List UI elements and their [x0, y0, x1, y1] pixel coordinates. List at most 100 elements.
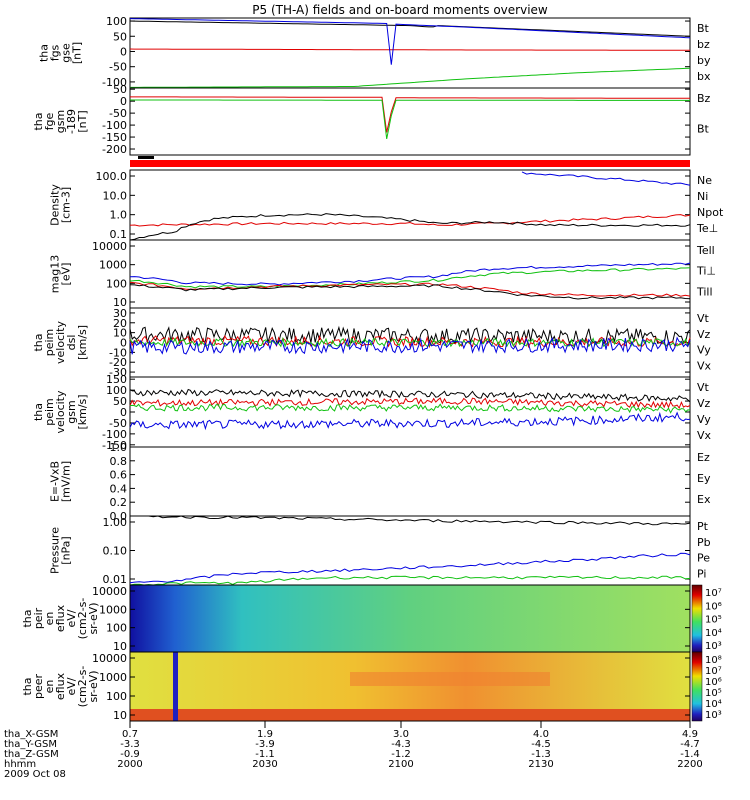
colorbar-tick-label: 10⁶	[705, 677, 722, 688]
series-line-Ne	[129, 214, 691, 227]
legend-entry: Ni	[697, 190, 708, 203]
y-tick-label: -20	[109, 356, 127, 369]
y-tick-label: -100	[102, 428, 127, 441]
series-line-Tell	[129, 284, 691, 300]
y-tick-label: -50	[109, 107, 127, 120]
y-tick-label: 0.6	[110, 469, 128, 482]
y-axis-label: E=-VxB[mV/m]	[49, 461, 73, 502]
x-row-label: 2009 Oct 08	[4, 769, 66, 780]
y-axis-label: Pressure[nPa]	[49, 527, 73, 574]
y-tick-label: 50	[113, 395, 127, 408]
x-row-label: tha_Y-GSM	[4, 739, 57, 750]
y-axis-label: thapeimvelocitydsl[km/s]	[32, 321, 89, 364]
y-tick-label: 100	[106, 15, 127, 28]
y-tick-label: 10	[113, 640, 127, 653]
legend-entry: Vx	[697, 429, 712, 442]
y-tick-label: 100.0	[96, 170, 128, 183]
y-tick-label: 1.00	[103, 516, 128, 529]
legend-entry: bz	[697, 38, 710, 51]
series-line-Vx	[129, 411, 691, 431]
panel-2: 500-50-100-150-200 thafgegsm-189[nT] Bz Bt	[32, 83, 711, 156]
panel-frame	[129, 376, 691, 448]
y-tick-label: 0	[120, 337, 127, 350]
y-axis-label: thafgsgse[nT]	[38, 42, 84, 64]
colorbar-tick-label: 10⁴	[705, 699, 722, 710]
colorbar-tick-label: 10³	[705, 641, 722, 652]
y-tick-label: 10	[113, 327, 127, 340]
y-axis-label: Density[cm-3]	[49, 184, 73, 226]
legend-entry: Npot	[697, 206, 724, 219]
y-tick-label: -10	[109, 346, 127, 359]
y-tick-label: 10000	[92, 240, 127, 253]
legend-entry: by	[697, 54, 711, 67]
y-tick-label: -50	[109, 417, 127, 430]
y-tick-label: 100	[106, 690, 127, 703]
y-tick-label: 10000	[92, 652, 127, 665]
legend-entry: Pb	[697, 536, 711, 549]
legend-entry: Ey	[697, 472, 711, 485]
x-tick-label: -0.9	[120, 749, 140, 760]
legend-entry: bx	[697, 70, 711, 83]
y-tick-label: 20	[113, 317, 127, 330]
x-tick-label: 3.0	[393, 729, 409, 740]
series-line-Till	[129, 267, 691, 289]
y-tick-label: 50	[113, 30, 127, 43]
legend-entry: Ex	[697, 493, 711, 506]
y-tick-label: 10	[113, 709, 127, 722]
series-line-Pi	[129, 552, 691, 584]
y-tick-label: 0.10	[103, 545, 128, 558]
legend-entry: Vt	[697, 381, 710, 394]
panel-frame	[129, 169, 691, 241]
y-tick-label: 1000	[99, 603, 127, 616]
series-line-Vt	[129, 325, 691, 346]
series-line-Ti⊥	[129, 262, 691, 286]
y-tick-label: 0.01	[103, 573, 128, 586]
legend-entry: Pi	[697, 567, 706, 580]
colorbar-tick-label: 10³	[705, 710, 722, 721]
x-row-label: tha_X-GSM	[4, 729, 58, 740]
series-line-bz	[129, 48, 690, 51]
x-tick-label: -3.9	[255, 739, 275, 750]
y-tick-label: 0.4	[110, 482, 128, 495]
y-tick-label: 150	[106, 373, 127, 386]
legend-entry: Ne	[697, 174, 712, 187]
series-line-Vt	[129, 388, 691, 403]
x-tick-label: 2100	[388, 759, 413, 770]
x-tick-label: 2000	[117, 759, 142, 770]
spectrogram-band	[130, 709, 690, 721]
status-bar	[130, 160, 690, 167]
colorbar-tick-label: 10⁵	[705, 688, 722, 699]
y-tick-label: 100	[106, 622, 127, 635]
x-tick-label: -4.7	[680, 739, 700, 750]
panel-4: 10000 1000 100 10 mag13[eV] Tell Ti⊥ Till	[49, 239, 716, 309]
y-tick-label: -50	[109, 61, 127, 74]
plot-title: P5 (TH-A) fields and on-board moments ov…	[252, 3, 548, 17]
x-tick-label: 4.9	[682, 729, 698, 740]
legend-entry: Vy	[697, 413, 711, 426]
y-tick-label: 10.0	[103, 189, 128, 202]
panel-3: 100.0 10.0 1.0 0.1 Density[cm-3] Ne Ni Npot Te⊥	[49, 169, 724, 241]
x-row-label: tha_Z-GSM	[4, 749, 59, 760]
legend-entry: Vx	[697, 359, 712, 372]
x-tick-label: 0.7	[122, 729, 138, 740]
series-line-bx	[129, 18, 691, 65]
series-line-Npot	[521, 171, 691, 186]
y-axis-label: thafgegsm-189[nT]	[32, 109, 89, 134]
legend-entry: Vt	[697, 312, 710, 325]
data-gap	[173, 652, 178, 721]
status-bar-marker	[138, 156, 154, 159]
panel-frame	[129, 446, 691, 517]
colorbar-tick-label: 10⁵	[705, 615, 722, 626]
legend-entry: Ti⊥	[696, 265, 716, 278]
legend-entry: Ez	[697, 451, 710, 464]
series-line-Vy	[129, 336, 691, 348]
x-tick-label: -3.3	[120, 739, 140, 750]
x-tick-label: 2200	[677, 759, 702, 770]
series-line-Pt	[130, 515, 691, 526]
y-tick-label: 10000	[92, 585, 127, 598]
y-tick-label: 10	[113, 296, 127, 309]
y-axis-label: thapeerenefluxeV/(cm2-s-sr-eV)	[21, 666, 100, 708]
colorbar-tick-label: 10⁶	[705, 601, 722, 612]
